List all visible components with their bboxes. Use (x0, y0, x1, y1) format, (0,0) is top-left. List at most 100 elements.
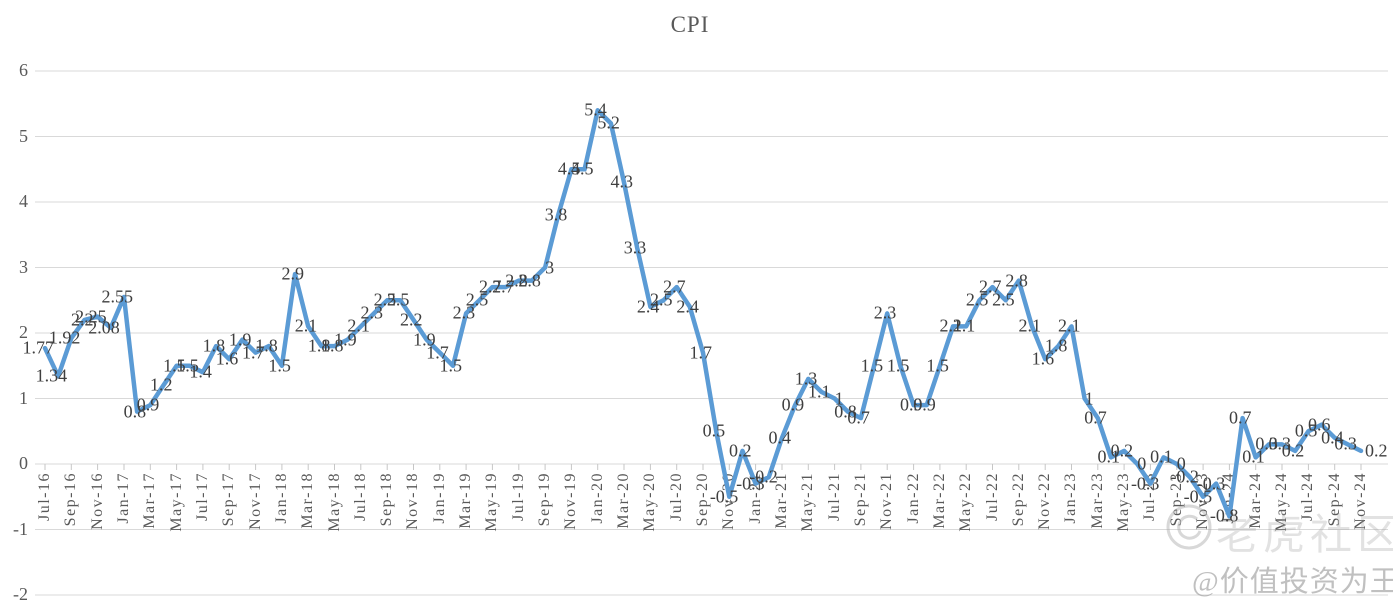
data-point-label: 2.2 (70, 309, 94, 330)
data-point-label: 1.2 (149, 374, 173, 395)
data-point-label: 2.5 (650, 289, 673, 310)
y-tick-label: 6 (19, 60, 28, 80)
data-point-label: 2.7 (663, 276, 686, 297)
data-point-label: 1.6 (1031, 348, 1055, 369)
data-point-label: 1.4 (189, 361, 212, 382)
data-point-label: 0.9 (900, 394, 923, 415)
y-tick-label: 1 (19, 387, 28, 408)
data-point-label: 1.92 (48, 327, 81, 348)
data-point-label: 1.8 (1044, 335, 1068, 356)
data-point-label: 4.5 (557, 158, 581, 179)
data-point-label: 2.3 (452, 302, 476, 323)
data-point-label: 2.25 (75, 306, 107, 327)
data-point-label: 2.7 (979, 276, 1002, 297)
data-point-label: 0.3 (1268, 433, 1292, 454)
data-point-label: 1.5 (860, 355, 884, 376)
data-point-label: 2.8 (518, 270, 541, 291)
data-point-label: -0.3 (1196, 473, 1226, 494)
data-point-label: 2.1 (939, 315, 963, 336)
data-point-label: 2.3 (360, 302, 384, 323)
data-point-label: 0.5 (1294, 420, 1318, 441)
data-point-label: 0.2 (1281, 440, 1305, 461)
data-point-label: -0.2 (749, 466, 778, 487)
data-point-label: 0.2 (1365, 440, 1388, 461)
data-point-label: -0.5 (1183, 486, 1213, 507)
data-point-label: 0.3 (1255, 433, 1278, 454)
data-point-label: 1.3 (794, 368, 818, 389)
data-point-label: 0.2 (1110, 440, 1134, 461)
data-point-label: 0.7 (1084, 407, 1107, 428)
data-point-label: 1.8 (321, 335, 344, 356)
data-point-label: 1.9 (228, 329, 252, 350)
data-point-label: 2.9 (281, 263, 305, 284)
data-point-label: 2.3 (873, 302, 897, 323)
data-point-label: 5.4 (584, 99, 607, 120)
data-point-label: 0.1 (1242, 446, 1265, 467)
data-point-label: 2.5 (373, 289, 397, 310)
data-point-label: 0 (1137, 453, 1147, 474)
data-point-label: 3 (545, 257, 555, 277)
data-point-label: 1.5 (163, 355, 186, 376)
data-point-label: 2.1 (1057, 315, 1081, 336)
data-point-label: 0.8 (123, 401, 147, 422)
data-point-label: 1.5 (926, 355, 949, 376)
chart-title: CPI (670, 12, 710, 37)
data-point-label: 2.7 (478, 276, 502, 297)
data-point-label: 1 (1084, 388, 1094, 408)
data-point-label: 2.8 (1005, 270, 1028, 291)
y-tick-label: -1 (13, 518, 28, 539)
data-point-label: 2.1 (952, 315, 976, 336)
data-point-label: 0.7 (847, 407, 870, 428)
data-point-label: 2.5 (992, 289, 1015, 310)
data-point-label: 2.7 (492, 276, 515, 297)
data-point-label: 1.34 (35, 365, 68, 386)
data-point-label: 2.5 (386, 289, 410, 310)
data-point-label: 2.1 (294, 315, 318, 336)
data-point-label: 1.8 (255, 335, 278, 356)
data-point-label: 2.1 (347, 315, 370, 336)
data-point-label: 1 (834, 388, 844, 408)
data-point-label: 1.8 (202, 335, 226, 356)
data-point-label: -0.3 (736, 473, 765, 494)
data-point-label: 0.3 (1334, 433, 1357, 454)
data-point-label: 1.5 (268, 355, 291, 376)
data-point-label: 0.5 (702, 420, 726, 441)
data-point-label: -0.2 (1170, 466, 1199, 487)
y-tick-label: 3 (19, 256, 28, 277)
y-tick-label: 2 (19, 322, 28, 342)
data-point-label: 0.7 (1229, 407, 1252, 428)
tiger-community-logo-icon (1164, 502, 1214, 552)
data-point-label: 1.5 (886, 355, 910, 376)
data-point-label: 2.8 (505, 270, 528, 291)
y-tick-label: -2 (13, 584, 28, 604)
data-point-label: 1.5 (176, 355, 199, 376)
data-point-label: 1.7 (426, 342, 449, 363)
y-tick-label: 5 (19, 125, 28, 146)
data-point-label: 2.08 (88, 317, 120, 338)
data-point-label: 1.9 (334, 329, 357, 350)
data-point-label: 0.6 (1308, 414, 1331, 435)
data-point-label: 1.7 (242, 342, 265, 363)
data-point-label: 0.1 (1150, 446, 1173, 467)
data-point-label: -0.3 (1130, 473, 1160, 494)
data-point-label: 2.2 (399, 309, 423, 330)
data-point-label: 0.8 (834, 401, 857, 422)
data-point-label: 0.4 (768, 427, 791, 448)
data-point-label: 0.9 (781, 394, 805, 415)
data-point-label: -0.8 (1209, 505, 1239, 526)
watermark-handle-text: @价值投资为王 (1192, 566, 1393, 598)
watermark-community-text: 老虎社区 (1216, 513, 1393, 559)
data-point-label: 1.8 (307, 335, 331, 356)
data-point-label: -0.5 (709, 486, 739, 507)
data-point-label: 5.2 (597, 112, 620, 133)
data-point-label: 1.9 (413, 329, 436, 350)
data-point-label: 2.5 (465, 289, 489, 310)
data-point-label: 2.55 (101, 286, 133, 307)
data-point-label: 1.77 (22, 337, 55, 358)
data-point-label: 1.6 (215, 348, 239, 369)
data-point-label: 0 (1176, 453, 1186, 474)
data-point-label: 1.1 (807, 381, 831, 402)
data-point-label: 2.4 (676, 296, 699, 317)
